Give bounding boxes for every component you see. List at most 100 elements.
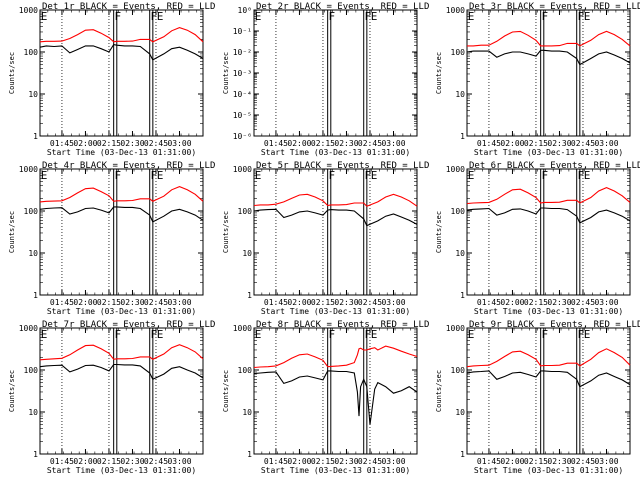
y-tick-label: 1000 [19,6,38,15]
marker-letter: F [328,169,335,182]
x-tick-label: 02:15 [97,298,121,307]
marker-letter: E [468,169,475,182]
x-tick-label: 03:00 [167,139,191,148]
series-line-lld [253,193,418,207]
panel-title: Det 4r BLACK = Events, RED = LLD [42,161,215,171]
x-tick-label: 01:45 [477,298,501,307]
marker-letter: E [584,169,591,182]
marker-letter: E [41,10,48,23]
x-tick-label: 01:45 [477,457,501,466]
x-axis-label: Start Time (03-Dec-13 01:31:00) [261,466,410,475]
x-tick-label: 02:45 [358,298,382,307]
x-axis-label: Start Time (03-Dec-13 01:31:00) [261,307,410,316]
marker-letter: E [255,328,262,341]
y-tick-label: 1000 [233,165,252,174]
series-line-events [253,370,418,425]
x-tick-label: 03:00 [381,139,405,148]
panel-title: Det 3r BLACK = Events, RED = LLD [469,2,640,12]
x-tick-label: 02:45 [144,457,168,466]
x-tick-label: 02:30 [547,298,571,307]
y-axis-label: Counts/sec [435,52,443,94]
y-axis-label: Counts/sec [222,52,230,94]
x-tick-label: 02:15 [524,139,548,148]
x-axis-label: Start Time (03-Dec-13 01:31:00) [474,307,623,316]
plot-frame [466,9,631,137]
x-tick-label: 03:00 [167,457,191,466]
series-line-lld [39,344,204,361]
marker-letter: E [468,328,475,341]
y-tick-label: 10 [28,249,38,258]
marker-letter: E [468,10,475,23]
marker-letter: E [371,328,378,341]
panel-title: Det 2r BLACK = Events, RED = LLD [256,2,429,12]
marker-letter: E [371,169,378,182]
x-tick-label: 01:45 [50,139,74,148]
panel-title: Det 5r BLACK = Events, RED = LLD [256,161,429,171]
x-tick-label: 03:00 [594,139,618,148]
x-tick-label: 02:45 [571,457,595,466]
x-axis-label: Start Time (03-Dec-13 01:31:00) [474,148,623,157]
marker-letter: E [41,169,48,182]
y-tick-label: 1 [247,450,252,459]
y-axis-label: Counts/sec [8,52,16,94]
marker-letter: F [150,169,157,182]
marker-letter: F [541,328,548,341]
y-tick-label: 1 [33,291,38,300]
marker-letter: F [114,10,121,23]
x-tick-label: 02:00 [73,457,97,466]
x-axis-label: Start Time (03-Dec-13 01:31:00) [47,148,196,157]
marker-letter: F [328,328,335,341]
x-tick-label: 02:00 [287,457,311,466]
marker-letter: F [577,328,584,341]
x-tick-label: 01:45 [264,139,288,148]
y-tick-label: 1 [460,450,465,459]
x-tick-label: 02:30 [334,139,358,148]
y-tick-label: 10⁻⁴ [233,90,252,99]
marker-letter: F [150,10,157,23]
marker-letter: E [157,328,164,341]
y-tick-label: 10⁻⁶ [233,132,252,141]
y-axis-label: Counts/sec [8,370,16,412]
y-tick-label: 100 [451,207,466,216]
marker-letter: F [364,10,371,23]
x-tick-label: 02:45 [144,298,168,307]
series-line-events [466,370,631,388]
x-tick-label: 02:30 [547,139,571,148]
y-tick-label: 10 [242,408,252,417]
marker-letter: F [364,328,371,341]
x-tick-label: 03:00 [167,298,191,307]
y-tick-label: 1000 [446,6,465,15]
series-line-events [466,49,631,66]
panel-title: Det 7r BLACK = Events, RED = LLD [42,320,215,330]
y-axis-label: Counts/sec [8,211,16,253]
x-tick-label: 03:00 [594,298,618,307]
y-axis-label: Counts/sec [435,370,443,412]
x-tick-label: 01:45 [50,457,74,466]
marker-letter: F [541,169,548,182]
x-axis-label: Start Time (03-Dec-13 01:31:00) [261,148,410,157]
series-line-lld [253,345,418,369]
y-tick-label: 10⁻⁵ [233,111,252,120]
y-axis-label: Counts/sec [222,370,230,412]
series-line-events [253,208,418,227]
x-tick-label: 02:00 [500,457,524,466]
y-tick-label: 10 [455,408,465,417]
y-tick-label: 1000 [233,324,252,333]
x-tick-label: 03:00 [381,298,405,307]
marker-letter: F [541,10,548,23]
x-tick-label: 02:00 [500,298,524,307]
x-tick-label: 02:15 [311,139,335,148]
marker-letter: F [364,169,371,182]
x-tick-label: 02:00 [73,298,97,307]
series-line-lld [466,187,631,205]
y-tick-label: 100 [24,207,39,216]
x-tick-label: 02:15 [524,298,548,307]
x-tick-label: 02:15 [311,298,335,307]
x-tick-label: 01:45 [264,457,288,466]
series-line-events [39,206,204,223]
y-tick-label: 1 [247,291,252,300]
